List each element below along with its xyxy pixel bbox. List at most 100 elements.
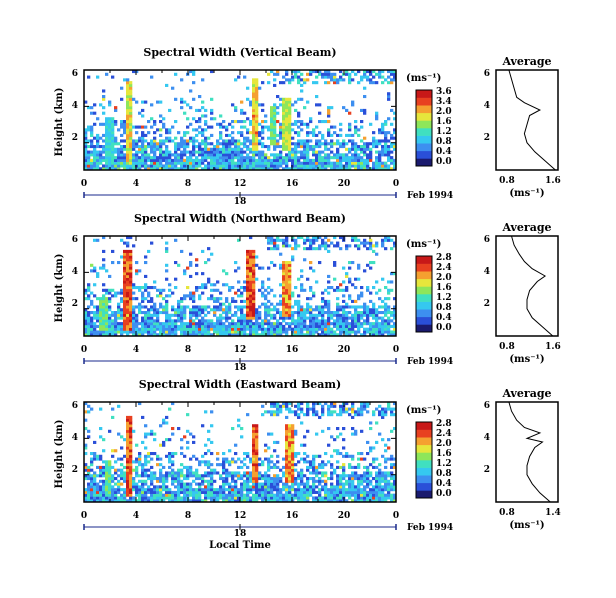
heatmap-cell <box>117 291 121 295</box>
heatmap-cell <box>228 499 232 503</box>
heatmap-cell <box>138 474 142 478</box>
heatmap-cell <box>315 308 319 312</box>
heatmap-cell <box>255 460 259 464</box>
colorbar-tick-label: 0.4 <box>436 313 452 323</box>
heatmap-cell <box>222 333 226 337</box>
heatmap-cell <box>156 454 160 458</box>
heatmap-cell <box>240 305 244 309</box>
heatmap-cell <box>276 324 280 328</box>
heatmap-cell <box>177 499 181 503</box>
heatmap-cell <box>183 485 187 489</box>
heatmap-cell <box>153 164 157 168</box>
heatmap-cell <box>318 493 322 497</box>
heatmap-cell <box>207 311 211 315</box>
heatmap-cell <box>363 485 367 489</box>
heatmap-cell <box>138 286 142 290</box>
heatmap-cell <box>126 460 130 464</box>
heatmap-cell <box>105 153 109 157</box>
heatmap-cell <box>105 156 109 160</box>
heatmap-cell <box>393 313 397 317</box>
heatmap-cell <box>264 327 268 331</box>
heatmap-cell <box>111 150 115 154</box>
heatmap-cell <box>159 327 163 331</box>
heatmap-cell <box>348 482 352 486</box>
heatmap-cell <box>351 161 355 165</box>
heatmap-cell <box>234 460 238 464</box>
heatmap-cell <box>279 330 283 334</box>
heatmap-cell <box>276 95 280 99</box>
heatmap-cell <box>138 139 142 143</box>
heatmap-cell <box>102 449 106 453</box>
heatmap-cell <box>384 247 388 251</box>
heatmap-cell <box>333 78 337 82</box>
heatmap-cell <box>276 308 280 312</box>
heatmap-cell <box>222 465 226 469</box>
heatmap-cell <box>330 286 334 290</box>
heatmap-cell <box>219 488 223 492</box>
heatmap-cell <box>138 136 142 140</box>
heatmap-cell <box>303 142 307 146</box>
heatmap-cell <box>171 479 175 483</box>
heatmap-cell <box>360 167 364 171</box>
heatmap-cell <box>336 485 340 489</box>
heatmap-cell <box>252 297 256 301</box>
heatmap-cell <box>207 161 211 165</box>
heatmap-cell <box>297 322 301 326</box>
heatmap-cell <box>177 471 181 475</box>
heatmap-cell <box>147 327 151 331</box>
heatmap-cell <box>255 438 259 442</box>
heatmap-cell <box>297 402 301 406</box>
heatmap-cell <box>252 89 256 93</box>
heatmap-cell <box>369 261 373 265</box>
heatmap-cell <box>342 407 346 411</box>
heatmap-cell <box>297 404 301 408</box>
heatmap-cell <box>324 156 328 160</box>
heatmap-cell <box>234 147 238 151</box>
heatmap-cell <box>312 316 316 320</box>
heatmap-cell <box>378 479 382 483</box>
heatmap-cell <box>180 463 184 467</box>
heatmap-cell <box>195 482 199 486</box>
heatmap-cell <box>357 145 361 149</box>
heatmap-cell <box>132 70 136 74</box>
heatmap-cell <box>387 139 391 143</box>
heatmap-cell <box>195 327 199 331</box>
heatmap-cell <box>288 432 292 436</box>
heatmap-cell <box>336 150 340 154</box>
heatmap-cell <box>381 410 385 414</box>
heatmap-cell <box>90 474 94 478</box>
heatmap-cell <box>309 147 313 151</box>
heatmap-cell <box>333 488 337 492</box>
heatmap-cell <box>384 153 388 157</box>
heatmap-cell <box>300 120 304 124</box>
heatmap-cell <box>276 496 280 500</box>
heatmap-cell <box>252 249 256 253</box>
heatmap-cell <box>252 86 256 90</box>
heatmap-cell <box>99 496 103 500</box>
heatmap-cell <box>273 114 277 118</box>
heatmap-cell <box>93 122 97 126</box>
heatmap-cell <box>105 333 109 337</box>
heatmap-cell <box>330 474 334 478</box>
heatmap-cell <box>288 446 292 450</box>
heatmap-cell <box>177 131 181 135</box>
heatmap-cell <box>162 465 166 469</box>
heatmap-cell <box>195 286 199 290</box>
heatmap-cell <box>171 324 175 328</box>
heatmap-cell <box>153 136 157 140</box>
heatmap-cell <box>84 167 88 171</box>
heatmap-cell <box>120 150 124 154</box>
heatmap-cell <box>366 311 370 315</box>
heatmap-cell <box>252 147 256 151</box>
heatmap-cell <box>363 86 367 90</box>
heatmap-cell <box>270 111 274 115</box>
heatmap-cell <box>195 493 199 497</box>
heatmap-cell <box>129 147 133 151</box>
heatmap-cell <box>372 330 376 334</box>
heatmap-cell <box>255 95 259 99</box>
heatmap-cell <box>390 122 394 126</box>
heatmap-cell <box>381 122 385 126</box>
heatmap-cell <box>264 482 268 486</box>
heatmap-cell <box>177 324 181 328</box>
heatmap-cell <box>180 299 184 303</box>
